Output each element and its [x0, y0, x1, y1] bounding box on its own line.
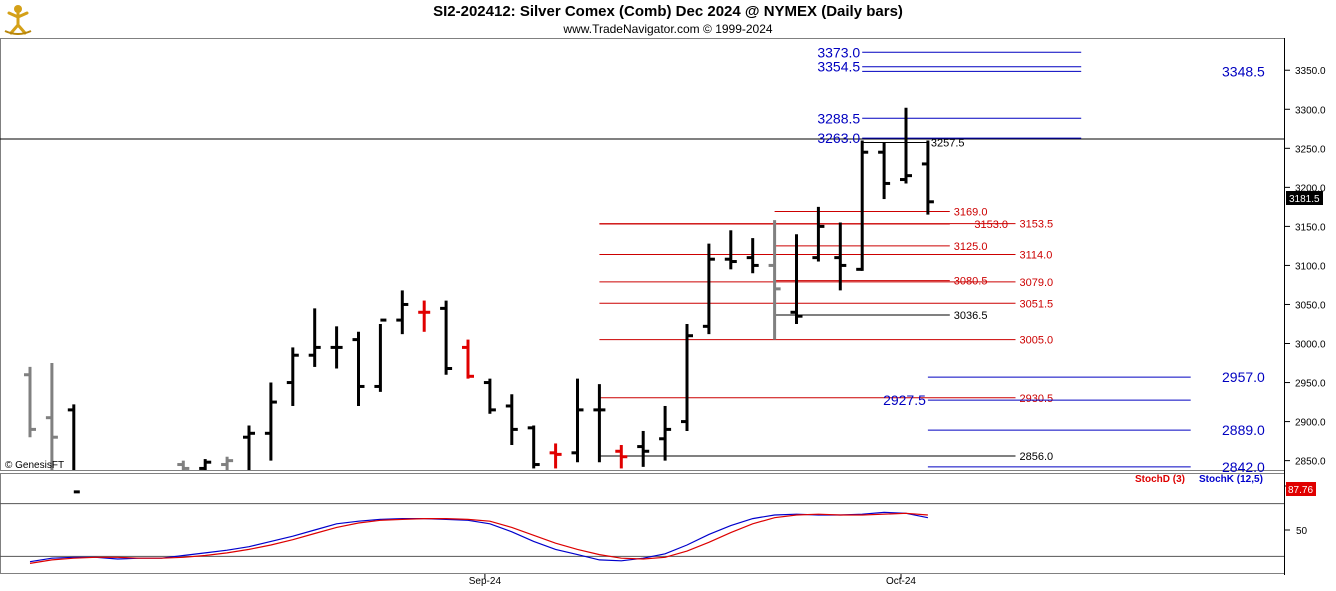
ohlc-bar — [264, 382, 277, 461]
level-label: 3005.0 — [1020, 335, 1054, 347]
stoch-series-line — [29, 511, 929, 563]
ohlc-bar — [374, 318, 387, 392]
y-tick-label: 3250.0 — [1295, 144, 1326, 155]
price-bars — [24, 107, 934, 494]
ohlc-bar — [221, 456, 234, 470]
gold-man-logo-icon — [4, 5, 32, 35]
level-label: 3288.5 — [817, 110, 860, 126]
ohlc-bar — [549, 443, 562, 469]
level-label: 3079.0 — [1020, 277, 1054, 289]
level-label: 3354.5 — [817, 59, 860, 75]
ohlc-bar — [396, 290, 409, 335]
level-label: 3263.0 — [817, 130, 860, 146]
ohlc-bar — [900, 107, 912, 184]
ohlc-bar — [67, 404, 80, 494]
level-label: 2930.5 — [1020, 393, 1054, 405]
ohlc-bar — [768, 220, 781, 340]
ohlc-bar — [308, 308, 321, 367]
level-label: 2842.0 — [1222, 459, 1265, 475]
legend-stochd: StochD (3) — [1135, 474, 1185, 485]
ohlc-bar — [24, 366, 36, 438]
ohlc-bar — [177, 460, 190, 470]
ohlc-bar — [812, 206, 825, 262]
ohlc-bar — [330, 326, 343, 369]
ohlc-bar — [571, 378, 584, 463]
ohlc-bar — [352, 331, 365, 406]
stoch-tick-label: 50 — [1296, 526, 1308, 537]
stochastic-pane: 50100 — [0, 482, 1313, 564]
level-label: 3257.5 — [931, 137, 965, 149]
ohlc-bar — [834, 222, 847, 291]
stoch-value-badge: 87.76 — [1286, 482, 1316, 496]
date-axis: Sep-24 Oct-24 — [469, 574, 916, 587]
ohlc-bar — [505, 394, 518, 446]
level-label: 3153.0 — [974, 219, 1008, 231]
stoch-series-line — [29, 512, 928, 564]
legend-stochk: StochK (12,5) — [1199, 474, 1263, 485]
level-label: 2957.0 — [1222, 369, 1265, 385]
level-label: 3114.0 — [1020, 250, 1053, 262]
last-price-value: 3181.5 — [1289, 194, 1320, 205]
ohlc-bar — [878, 142, 891, 200]
y-tick-label: 2950.0 — [1295, 379, 1326, 390]
y-tick-label: 2850.0 — [1295, 457, 1326, 468]
x-tick-label: Sep-24 — [469, 576, 502, 587]
ohlc-bar — [527, 425, 540, 469]
ohlc-bar — [681, 323, 693, 431]
chart-subtitle: www.TradeNavigator.com © 1999-2024 — [563, 22, 773, 36]
ohlc-bar — [921, 140, 934, 215]
ohlc-bar — [659, 405, 672, 461]
ohlc-bar — [199, 459, 212, 470]
ohlc-bar — [483, 378, 496, 414]
chart-title: SI2-202412: Silver Comex (Comb) Dec 2024… — [433, 3, 903, 20]
ohlc-bar — [462, 339, 474, 379]
level-label: 2889.0 — [1222, 422, 1265, 438]
y-tick-label: 3200.0 — [1295, 183, 1326, 194]
level-label: 3169.0 — [954, 207, 988, 219]
y-tick-label: 3350.0 — [1295, 66, 1326, 77]
ohlc-bar — [593, 384, 606, 463]
level-label: 2927.5 — [883, 392, 926, 408]
ohlc-bar — [746, 238, 759, 274]
y-tick-label: 3150.0 — [1295, 222, 1326, 233]
ohlc-bar — [418, 300, 431, 332]
level-label: 3153.5 — [1020, 219, 1054, 231]
level-label: 3373.0 — [817, 44, 860, 60]
level-label: 3348.5 — [1222, 63, 1265, 79]
watermark: © GenesisFT — [5, 460, 64, 471]
ohlc-bar — [243, 425, 255, 470]
ohlc-bar — [724, 230, 737, 270]
y-tick-label: 2900.0 — [1295, 418, 1326, 429]
ohlc-bar — [790, 234, 803, 324]
ohlc-bar — [440, 300, 453, 375]
last-price-badge: 3181.5 — [1286, 191, 1323, 205]
ohlc-bar — [286, 347, 299, 406]
y-tick-label: 3100.0 — [1295, 261, 1326, 272]
chart-header: SI2-202412: Silver Comex (Comb) Dec 2024… — [0, 0, 1336, 38]
ohlc-bar — [637, 430, 650, 467]
price-axis: 2850.0 2900.0 2950.0 3000.0 3050.0 3100.0 3150… — [1284, 66, 1326, 468]
level-label: 2856.0 — [1020, 451, 1054, 463]
y-tick-label: 3300.0 — [1295, 105, 1326, 116]
level-label: 3036.5 — [954, 310, 988, 322]
ohlc-bar — [856, 140, 869, 271]
level-label: 3125.0 — [954, 241, 988, 253]
x-tick-label: Oct-24 — [886, 576, 916, 587]
ohlc-bar — [615, 445, 628, 469]
y-tick-label: 3050.0 — [1295, 300, 1326, 311]
ohlc-bar — [702, 243, 715, 335]
stoch-last-value: 87.76 — [1288, 485, 1313, 496]
ohlc-bar — [45, 363, 58, 470]
level-label: 3051.5 — [1020, 298, 1054, 310]
y-tick-label: 3000.0 — [1295, 340, 1326, 351]
